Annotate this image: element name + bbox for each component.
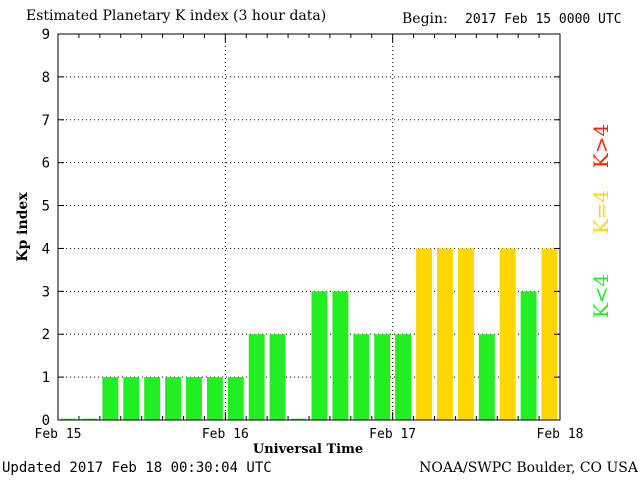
kp-bar — [332, 291, 349, 420]
kp-bar — [541, 248, 558, 420]
kp-bar — [416, 248, 432, 420]
kp-bar — [227, 377, 244, 420]
y-tick-label: 8 — [42, 70, 50, 86]
grid-lines — [58, 34, 560, 420]
y-tick-label: 4 — [42, 241, 50, 257]
kp-bar — [290, 418, 307, 420]
begin-label: Begin: — [402, 11, 448, 27]
x-tick-label: Feb 15 — [35, 427, 82, 442]
legend-entry: K<4 — [589, 274, 613, 318]
kp-bar — [478, 334, 495, 420]
kp-bar — [457, 248, 474, 420]
x-tick-label: Feb 17 — [369, 427, 416, 442]
begin-value: 2017 Feb 15 0000 UTC — [465, 12, 622, 27]
y-tick-label: 1 — [42, 370, 50, 386]
legend-entry: K>4 — [589, 124, 613, 168]
kp-bar — [248, 334, 265, 420]
kp-bar — [123, 377, 140, 420]
x-tick-label: Feb 16 — [202, 427, 249, 442]
kp-bar — [206, 377, 223, 420]
kp-bar — [269, 334, 286, 420]
updated-timestamp: Updated 2017 Feb 18 00:30:04 UTC — [2, 460, 272, 476]
kp-bar — [81, 418, 98, 420]
axis-ticks — [57, 33, 561, 421]
kp-bar — [311, 291, 328, 420]
y-tick-label: 2 — [42, 327, 50, 343]
y-tick-label: 6 — [42, 156, 50, 172]
y-tick-label: 9 — [42, 27, 50, 43]
x-tick-label: Feb 18 — [537, 427, 584, 442]
bars — [60, 248, 558, 420]
y-tick-label: 3 — [42, 284, 50, 300]
kp-bar — [395, 334, 412, 420]
x-axis-label: Universal Time — [253, 442, 363, 457]
kp-bar — [60, 418, 77, 420]
y-axis-label: Kp index — [15, 192, 31, 262]
kp-bar — [102, 377, 119, 420]
kp-bar — [144, 377, 161, 420]
y-tick-label: 5 — [42, 199, 50, 215]
kp-bar — [499, 248, 516, 420]
kp-bar — [437, 248, 453, 420]
tick-labels: 0 1 2 3 4 5 6 7 8 9 Feb 15 Feb 16 Feb 17 Feb 18 — [35, 27, 584, 442]
legend: K<4 K=4 K>4 — [589, 124, 613, 318]
data-source: NOAA/SWPC Boulder, CO USA — [419, 460, 638, 476]
y-tick-label: 7 — [42, 113, 50, 129]
legend-entry: K=4 — [589, 190, 613, 234]
kp-bar — [374, 334, 391, 420]
chart-title: Estimated Planetary K index (3 hour data… — [26, 8, 327, 24]
kp-bar — [520, 291, 537, 420]
kp-bar — [165, 377, 181, 420]
kp-bar — [186, 377, 202, 420]
y-tick-label: 0 — [42, 413, 50, 429]
kp-bar — [353, 334, 370, 420]
